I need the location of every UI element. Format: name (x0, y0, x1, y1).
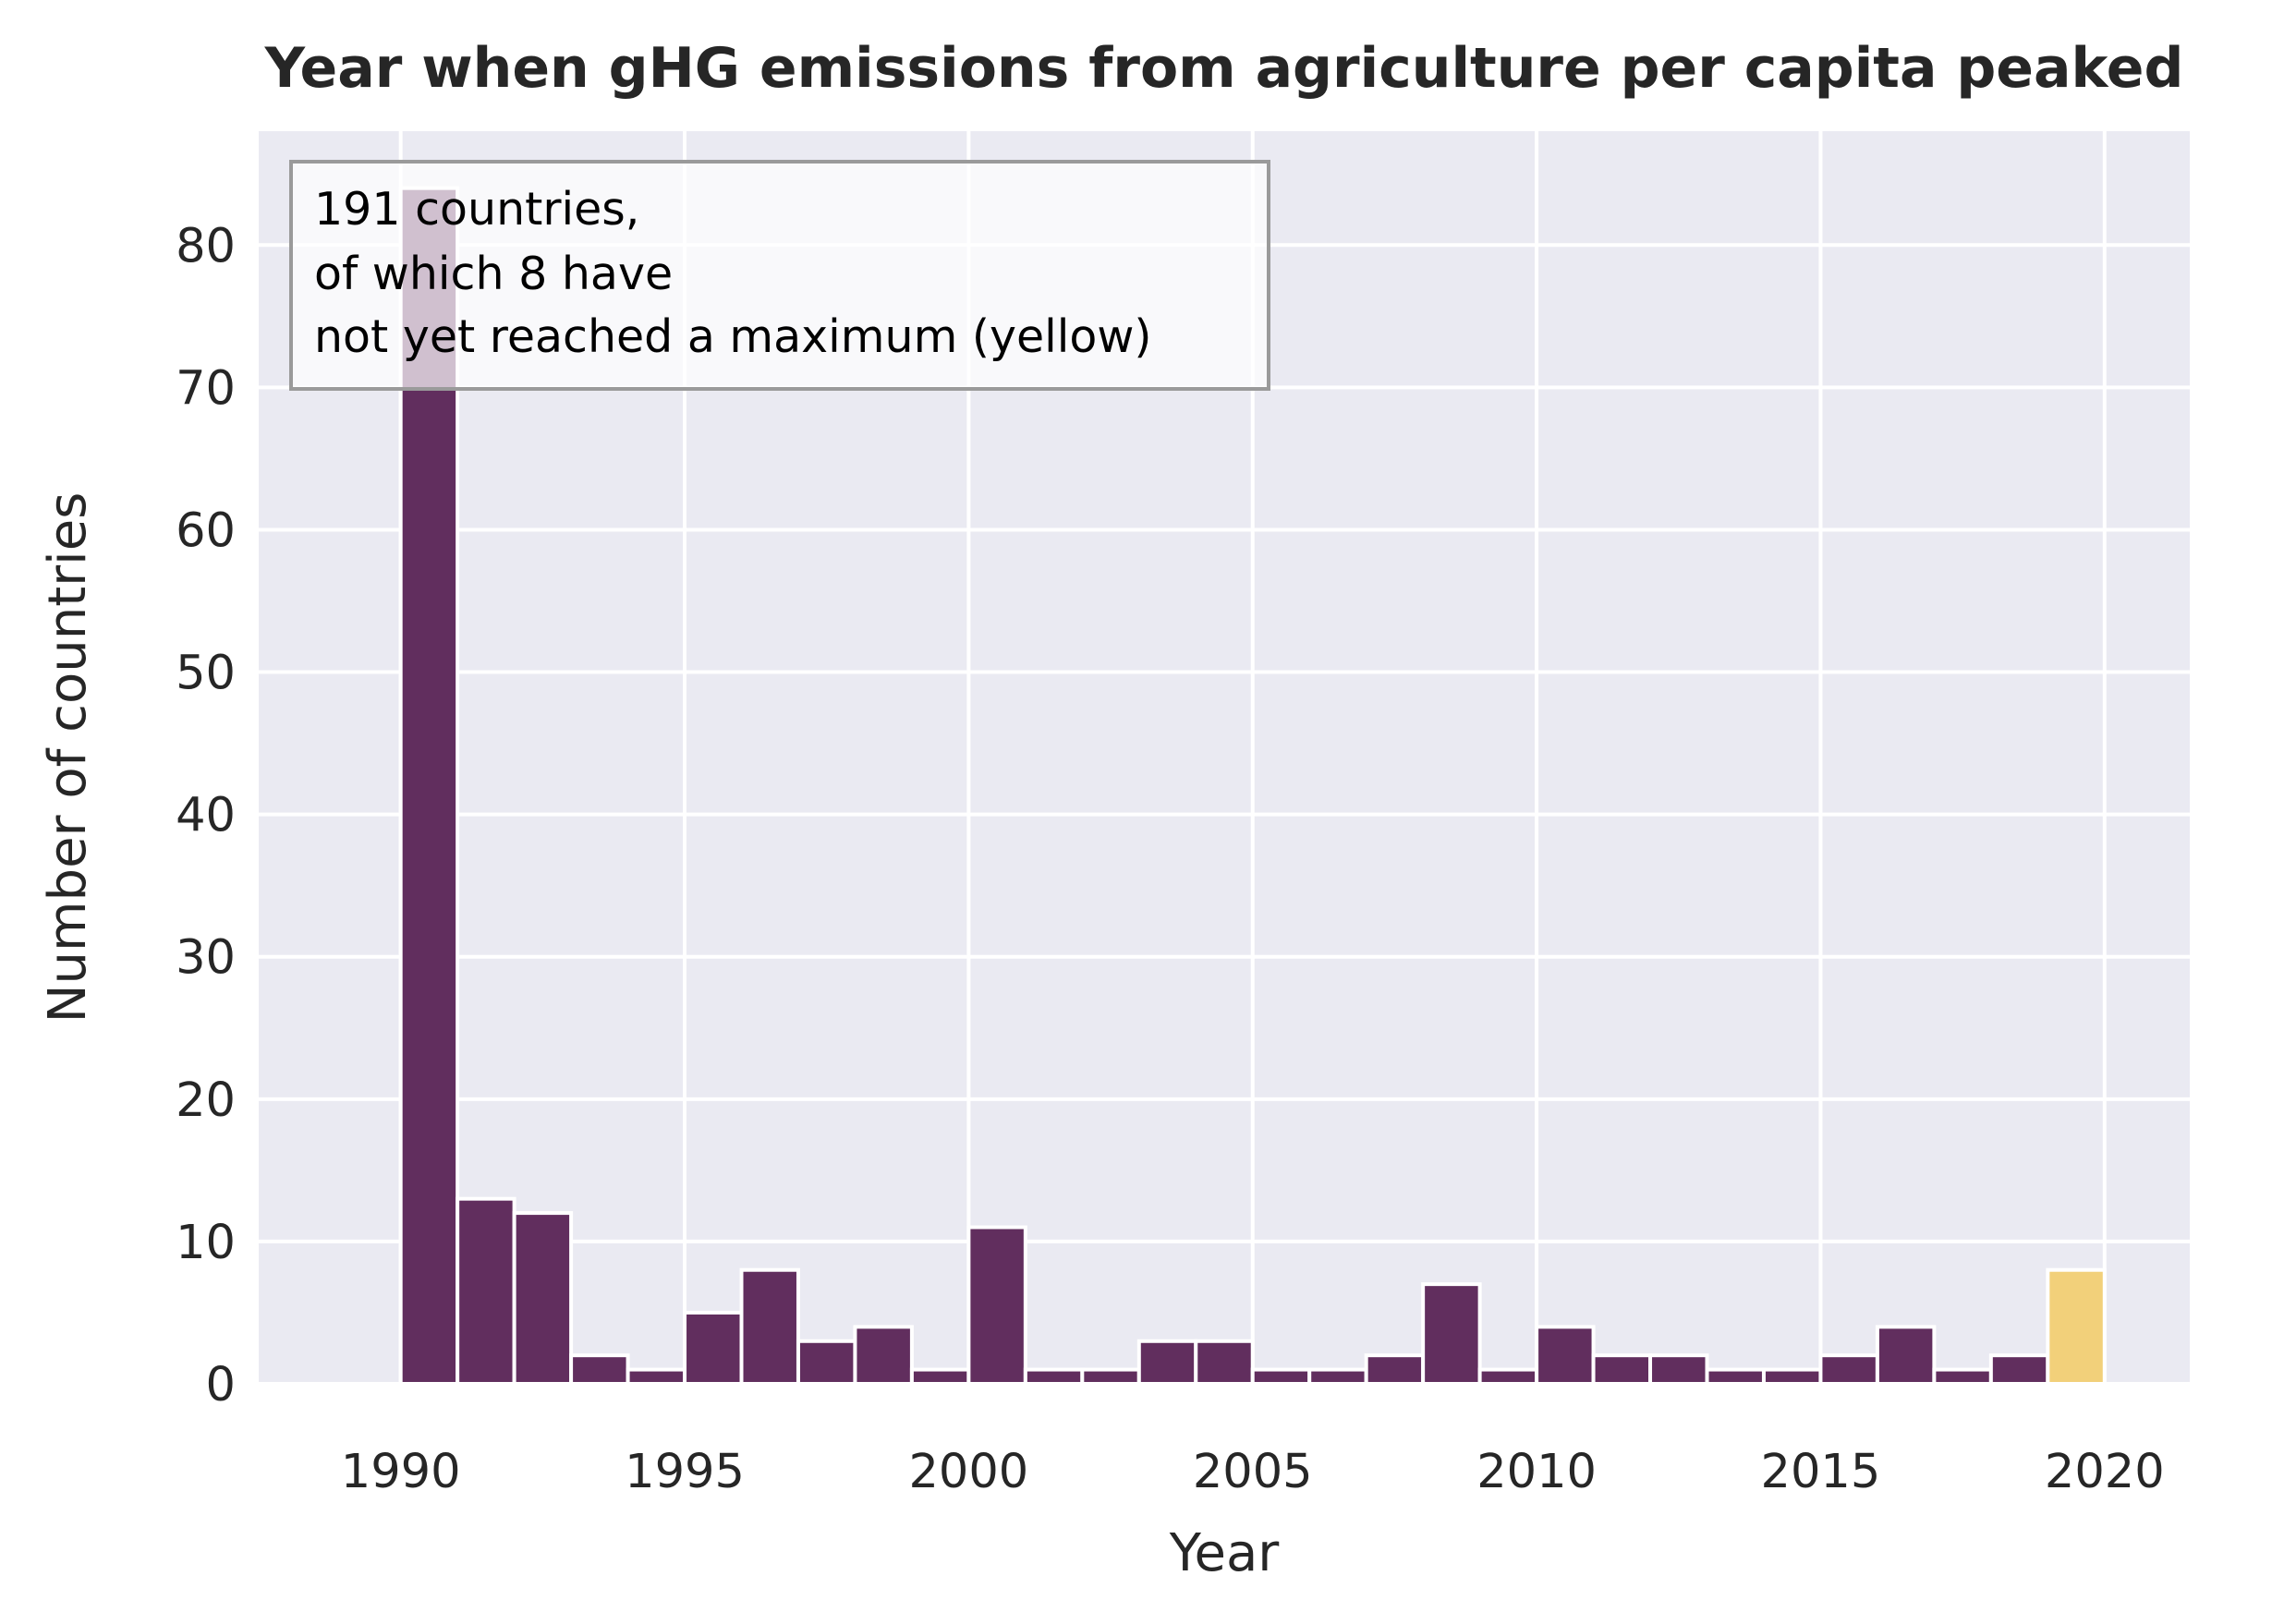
x-axis-label: Year (1169, 1523, 1281, 1583)
bar (569, 1353, 630, 1386)
x-tick-label: 2020 (2045, 1445, 2165, 1499)
y-tick-label: 60 (176, 503, 236, 558)
bar (683, 1310, 744, 1387)
bar (1648, 1353, 1709, 1386)
y-tick-label: 0 (206, 1358, 236, 1412)
bar (1307, 1367, 1368, 1387)
bar (1761, 1367, 1823, 1387)
bar (1477, 1367, 1539, 1387)
y-tick-labels: 0 10 20 30 40 50 60 70 80 (176, 219, 236, 1412)
x-tick-label: 2010 (1476, 1445, 1597, 1499)
y-tick-label: 70 (176, 361, 236, 416)
y-tick-label: 10 (176, 1216, 236, 1270)
bar (626, 1367, 687, 1387)
bar (1250, 1367, 1312, 1387)
annotation-line-1: 191 countries, (314, 183, 639, 236)
bar (796, 1339, 857, 1386)
x-tick-labels: 1990 1995 2000 2005 2010 2015 2020 (341, 1445, 2165, 1499)
bar (512, 1211, 574, 1387)
y-tick-label: 30 (176, 931, 236, 986)
y-tick-label: 50 (176, 647, 236, 701)
annotation-line-2: of which 8 have (314, 248, 673, 300)
bar (1364, 1353, 1426, 1386)
bar-highlight (2046, 1267, 2107, 1387)
y-axis-label: Number of countries (38, 492, 98, 1024)
bar (1421, 1282, 1482, 1386)
y-tick-label: 20 (176, 1073, 236, 1128)
bar (1932, 1367, 1993, 1387)
x-tick-label: 1995 (625, 1445, 745, 1499)
bar (1705, 1367, 1766, 1387)
y-tick-label: 80 (176, 219, 236, 273)
bar (1080, 1367, 1141, 1387)
x-tick-label: 2005 (1193, 1445, 1313, 1499)
bar (456, 1196, 516, 1386)
bar (1023, 1367, 1085, 1387)
bar (1818, 1353, 1879, 1386)
bar (739, 1267, 800, 1387)
bar (1591, 1353, 1653, 1386)
bar (1194, 1339, 1255, 1386)
bar (1535, 1325, 1596, 1387)
y-tick-label: 40 (176, 789, 236, 843)
bar (1875, 1325, 1937, 1387)
x-tick-label: 2015 (1761, 1445, 1881, 1499)
bar (909, 1367, 971, 1387)
bar (1136, 1339, 1198, 1386)
x-tick-label: 2000 (908, 1445, 1028, 1499)
annotation-box: 191 countries, of which 8 have not yet r… (289, 160, 1270, 391)
bar (1988, 1353, 2050, 1386)
annotation-line-3: not yet reached a maximum (yellow) (314, 310, 1152, 363)
bar (966, 1225, 1027, 1386)
x-tick-label: 1990 (341, 1445, 461, 1499)
bar (853, 1325, 914, 1387)
chart-title: Year when gHG emissions from agriculture… (264, 36, 2184, 101)
